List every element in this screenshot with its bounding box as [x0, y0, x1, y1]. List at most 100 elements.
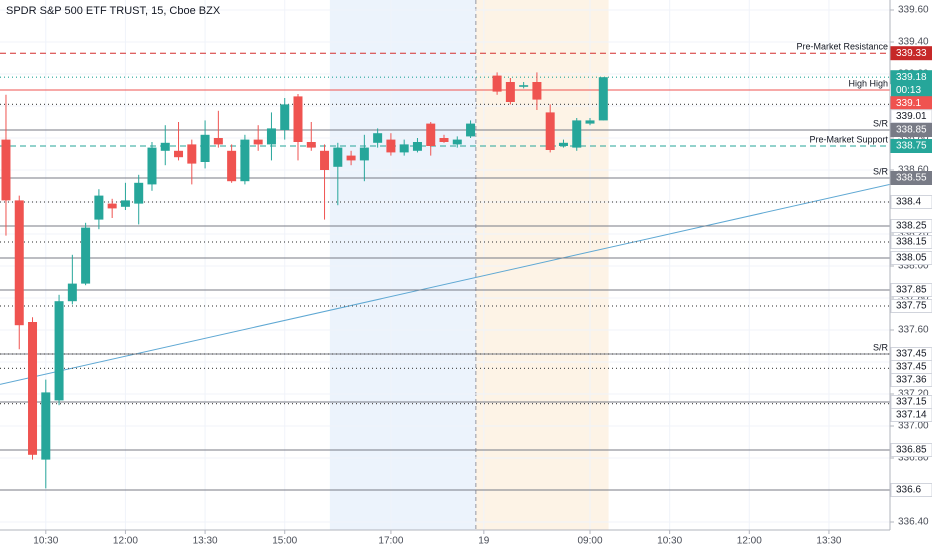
price-badge-label: 336.6 [896, 485, 921, 496]
price-badge-label: 337.14 [896, 410, 927, 421]
candle-body [67, 283, 77, 302]
price-badge-label: 336.85 [896, 445, 927, 456]
y-tick-label: 339.40 [898, 37, 929, 48]
price-badge [890, 443, 932, 457]
price-badge-label: 337.85 [896, 285, 927, 296]
x-tick-label: 09:00 [577, 536, 602, 547]
candle-body [227, 150, 237, 182]
price-badge-label: 338.25 [896, 221, 927, 232]
x-tick-label: 17:00 [378, 536, 403, 547]
price-badge-label: 338.4 [896, 197, 921, 208]
x-tick-label: 19 [478, 536, 490, 547]
level-label: S/R [873, 118, 889, 128]
level-label: S/R [873, 166, 889, 176]
price-badge-label: 338.05 [896, 253, 927, 264]
candle-body [81, 227, 91, 284]
x-tick-label: 13:30 [816, 536, 841, 547]
x-tick-label: 10:30 [657, 536, 682, 547]
x-tick-label: 12:00 [737, 536, 762, 547]
candle-body [333, 147, 343, 167]
candle-body [187, 144, 197, 164]
countdown-label: 00:13 [896, 85, 921, 96]
level-label: Pre-Market Support [809, 134, 888, 144]
session-shade [329, 0, 476, 530]
x-tick-label: 15:00 [272, 536, 297, 547]
x-tick-label: 12:00 [113, 536, 138, 547]
y-tick-label: 338.60 [898, 165, 929, 176]
candle-body [572, 120, 582, 148]
candle-body [545, 112, 555, 150]
price-badge-label: 338.55 [896, 173, 927, 184]
candle-body [412, 142, 422, 151]
candle-body [174, 150, 184, 158]
candle-body [426, 123, 436, 146]
candle-body [359, 147, 369, 161]
x-tick-label: 13:30 [193, 536, 218, 547]
candle-body [107, 203, 117, 209]
candles-layer [1, 72, 608, 489]
trendline [0, 183, 891, 385]
time-axis-bg [0, 530, 932, 550]
countdown-badge [891, 83, 932, 97]
price-badge-label: 338.15 [896, 237, 927, 248]
candle-body [280, 104, 290, 130]
price-badge [890, 483, 932, 497]
candle-body [253, 139, 263, 145]
candle-body [466, 123, 476, 137]
price-badge-label: 339.33 [896, 48, 927, 59]
candle-body [94, 195, 104, 220]
y-tick-label: 337.00 [898, 421, 929, 432]
price-badge [890, 139, 932, 153]
price-badge-label: 337.75 [896, 301, 927, 312]
price-badge [890, 109, 932, 124]
candle-body [200, 134, 210, 162]
candle-body [54, 301, 64, 401]
level-label: S/R [873, 342, 889, 352]
candle-body [532, 82, 542, 100]
price-badge [890, 235, 932, 249]
candle-body [439, 138, 449, 142]
y-tick-label: 338.80 [898, 133, 929, 144]
price-badge [890, 408, 932, 422]
candle-body [306, 142, 316, 148]
y-tick-label: 336.80 [898, 453, 929, 464]
candle-body [320, 150, 330, 170]
candle-body [505, 82, 515, 102]
y-tick-label: 338.20 [898, 229, 929, 240]
y-tick-label: 339.60 [898, 5, 929, 16]
chart-title: SPDR S&P 500 ETF TRUST, 15, Cboe BZX [6, 5, 221, 17]
badges-layer: 339.33 339.18 00:13 339.1 339.01 338.85 338.75… [890, 46, 932, 497]
candle-body [1, 139, 11, 201]
price-badge-label: 339.1 [896, 98, 921, 109]
y-tick-label: 337.20 [898, 389, 929, 400]
candle-body [266, 128, 276, 145]
candle-body [160, 142, 170, 151]
price-badge-label: 337.15 [896, 397, 927, 408]
price-badge-label: 338.85 [896, 125, 927, 136]
candle-body [598, 77, 608, 121]
candle-body [452, 139, 462, 145]
level-label: High High [848, 78, 888, 88]
price-badge-label: 337.45 [896, 362, 927, 373]
candle-body [585, 120, 595, 124]
candle-body [240, 139, 250, 182]
candle-body [373, 133, 383, 143]
price-badge [890, 251, 932, 265]
price-badge [890, 195, 932, 209]
price-badge-label: 338.75 [896, 141, 927, 152]
y-tick-label: 337.60 [898, 325, 929, 336]
candle-body [213, 138, 223, 145]
candle-body [346, 155, 356, 161]
price-badge-label: 339.18 [896, 72, 927, 83]
price-badge-label: 339.01 [896, 111, 927, 122]
candle-body [399, 144, 409, 153]
price-badge [890, 299, 932, 313]
y-tick-label: 336.40 [898, 517, 929, 528]
candle-body [28, 322, 38, 455]
level-label: Pre-Market Resistance [796, 42, 888, 52]
price-badge [890, 219, 932, 233]
price-badge [890, 283, 932, 297]
candle-body [519, 85, 529, 87]
candle-body [14, 200, 24, 326]
